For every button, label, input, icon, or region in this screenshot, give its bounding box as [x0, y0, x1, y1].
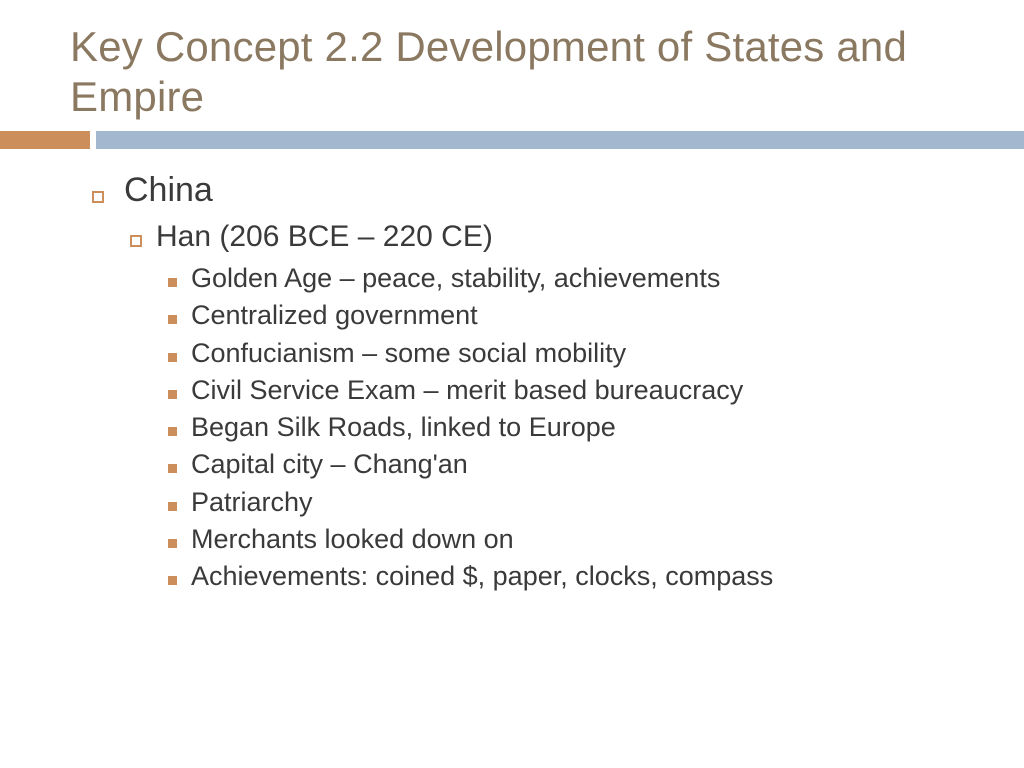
list-item: Began Silk Roads, linked to Europe: [168, 409, 1024, 446]
slide-content: China Han (206 BCE – 220 CE) Golden Age …: [0, 149, 1024, 595]
accent-bar: [0, 131, 90, 149]
lvl3-text: Golden Age – peace, stability, achieveme…: [191, 260, 720, 297]
filled-square-icon: [168, 539, 177, 548]
filled-square-icon: [168, 502, 177, 511]
list-item: Golden Age – peace, stability, achieveme…: [168, 260, 1024, 297]
list-item: Centralized government: [168, 297, 1024, 334]
list-item: Civil Service Exam – merit based bureauc…: [168, 372, 1024, 409]
lvl3-text: Merchants looked down on: [191, 521, 514, 558]
lvl3-text: Civil Service Exam – merit based bureauc…: [191, 372, 743, 409]
list-item: Confucianism – some social mobility: [168, 335, 1024, 372]
lvl3-text: Capital city – Chang'an: [191, 446, 468, 483]
list-item: Achievements: coined $, paper, clocks, c…: [168, 558, 1024, 595]
list-item: Han (206 BCE – 220 CE): [130, 220, 1024, 254]
lvl3-text: Began Silk Roads, linked to Europe: [191, 409, 616, 446]
list-item: Merchants looked down on: [168, 521, 1024, 558]
filled-square-icon: [168, 353, 177, 362]
filled-square-icon: [168, 427, 177, 436]
lvl3-text: Centralized government: [191, 297, 478, 334]
list-item: China: [92, 171, 1024, 210]
slide-title: Key Concept 2.2 Development of States an…: [0, 22, 1024, 121]
lvl3-text: Patriarchy: [191, 484, 313, 521]
filled-square-icon: [168, 464, 177, 473]
hollow-square-icon: [92, 191, 104, 203]
lvl3-text: Confucianism – some social mobility: [191, 335, 626, 372]
slide: Key Concept 2.2 Development of States an…: [0, 0, 1024, 768]
hollow-square-icon: [130, 235, 142, 247]
list-item: Capital city – Chang'an: [168, 446, 1024, 483]
filled-square-icon: [168, 278, 177, 287]
lvl1-text: China: [124, 171, 213, 210]
filled-square-icon: [168, 390, 177, 399]
divider-bar: [0, 131, 1024, 149]
list-item: Patriarchy: [168, 484, 1024, 521]
main-bar: [96, 131, 1024, 149]
filled-square-icon: [168, 315, 177, 324]
lvl2-text: Han (206 BCE – 220 CE): [156, 220, 493, 254]
filled-square-icon: [168, 576, 177, 585]
lvl3-text: Achievements: coined $, paper, clocks, c…: [191, 558, 773, 595]
